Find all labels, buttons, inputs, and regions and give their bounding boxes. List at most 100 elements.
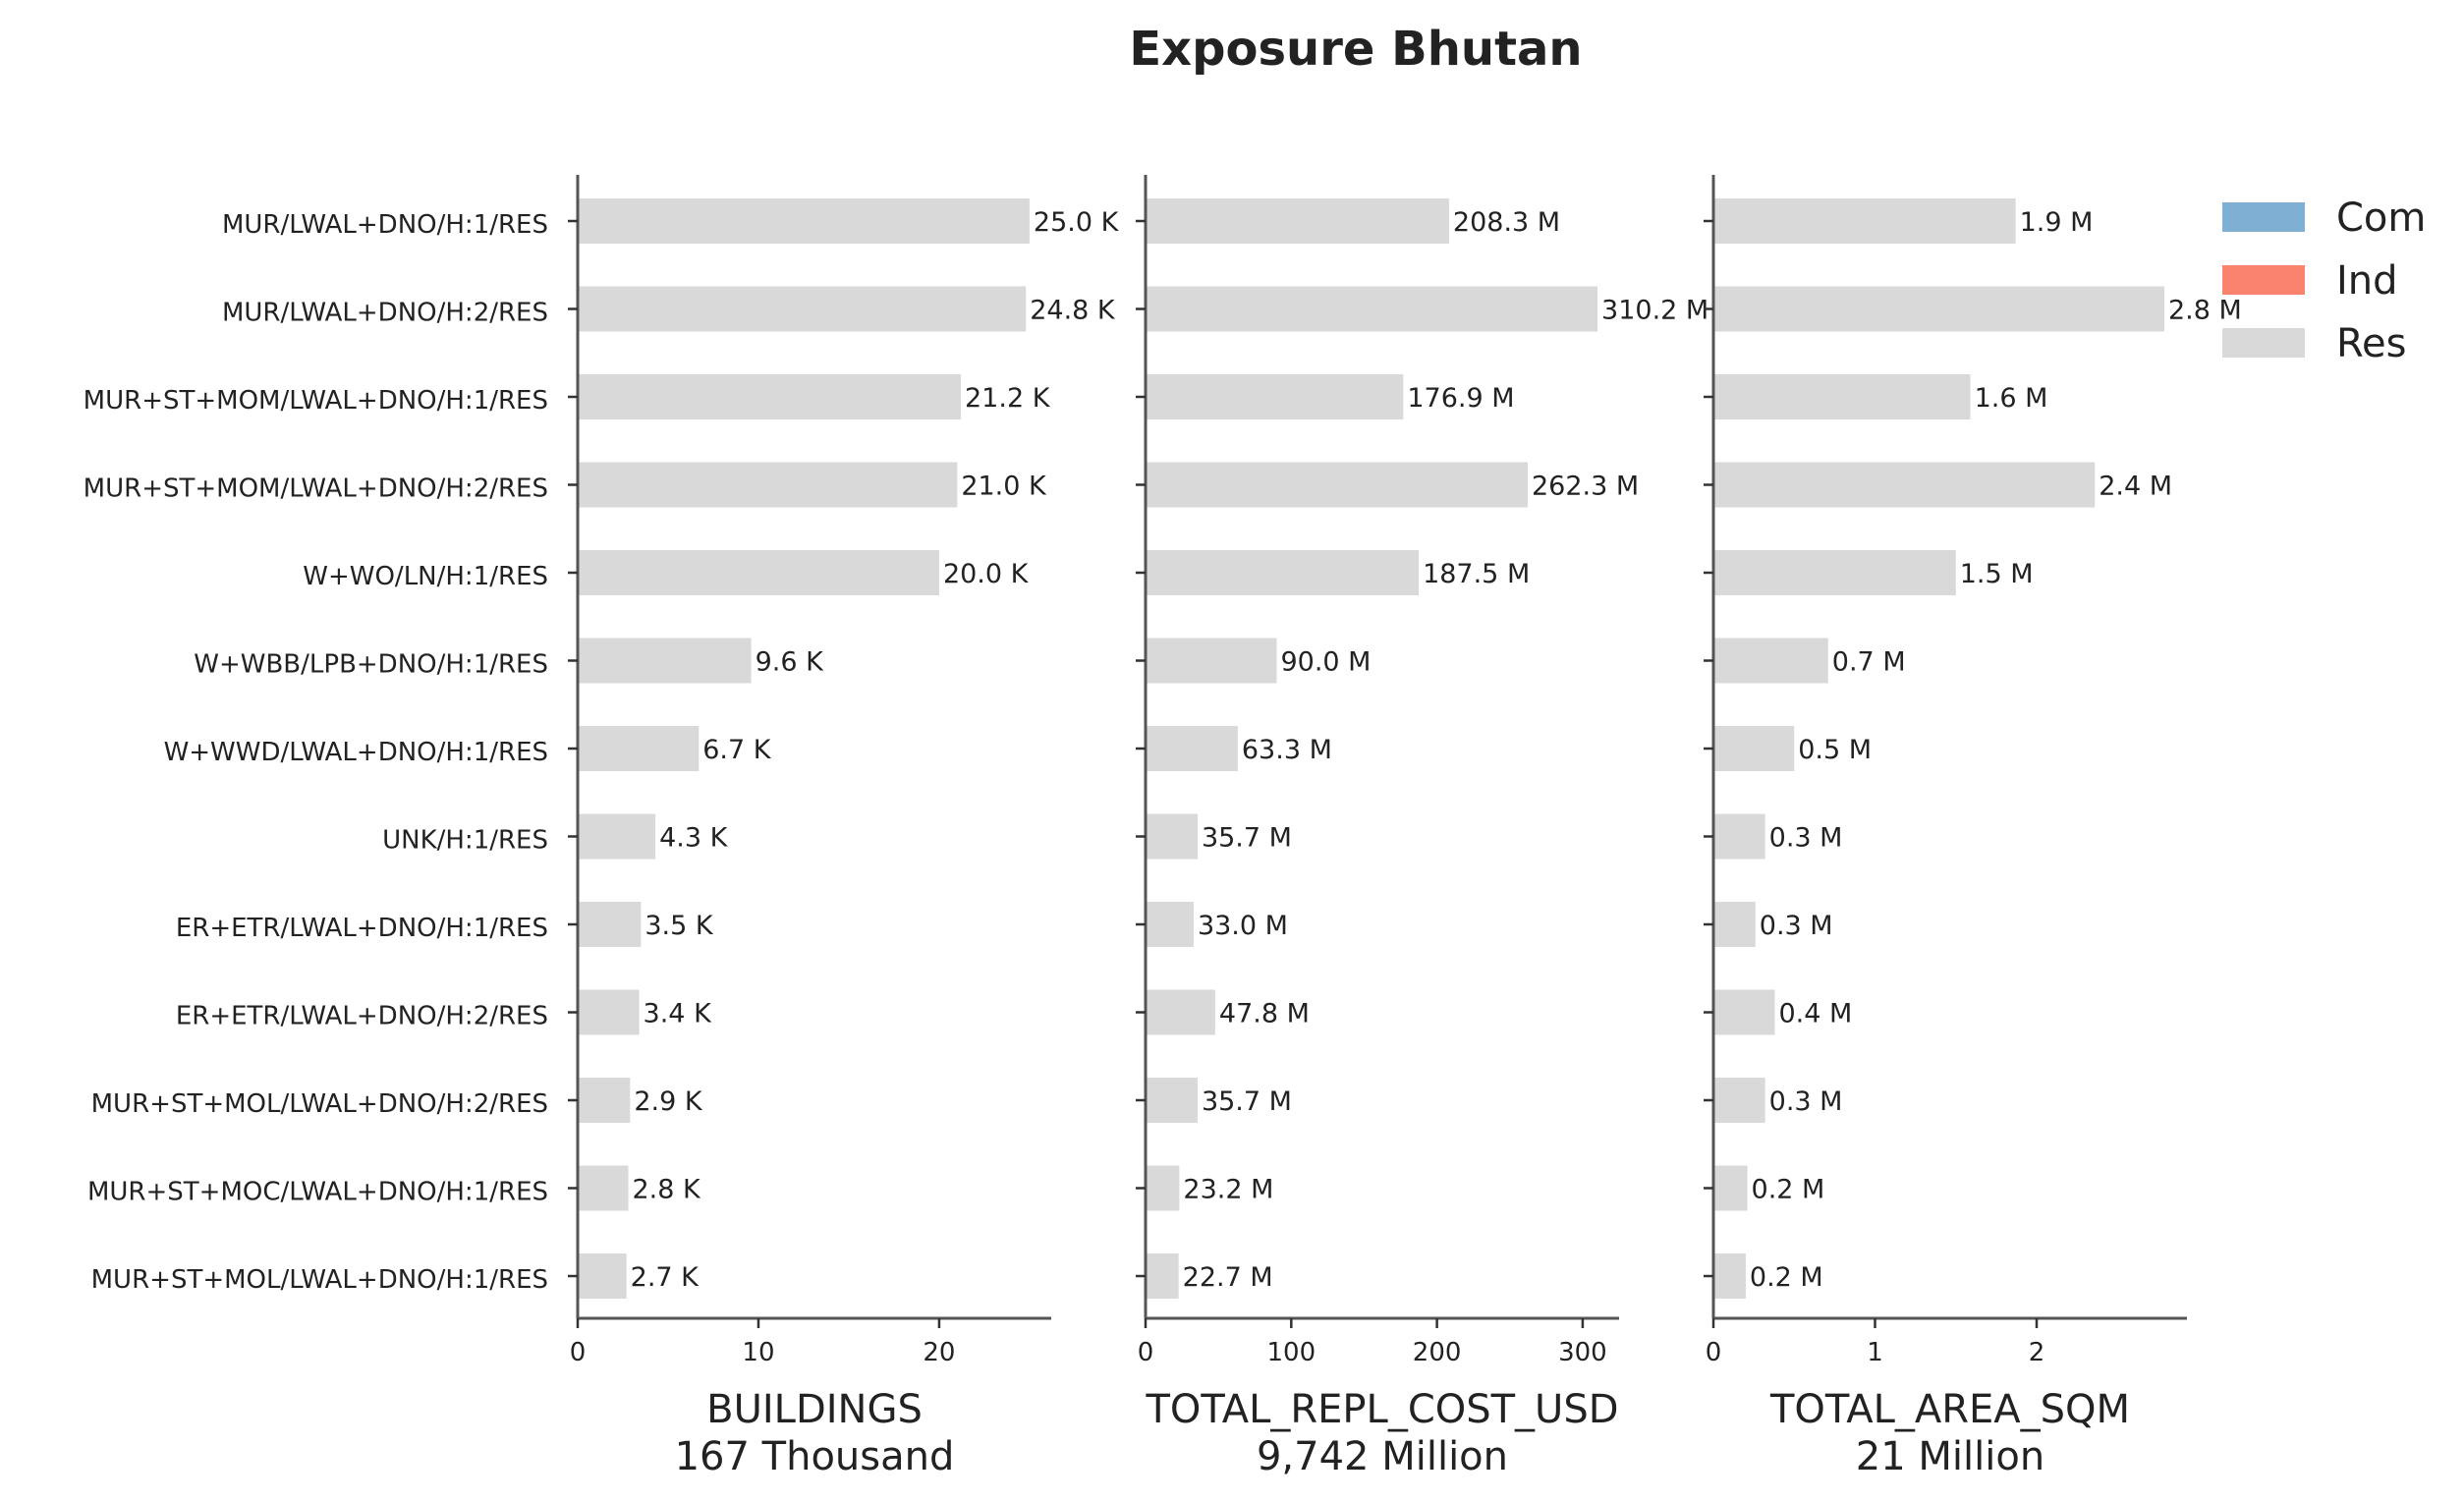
data-label: 0.3 M xyxy=(1769,1086,1843,1117)
data-label: 23.2 M xyxy=(1183,1175,1273,1205)
data-label: 0.7 M xyxy=(1832,647,1906,678)
bar xyxy=(1713,198,2016,244)
data-label: 2.8 M xyxy=(2168,296,2242,326)
data-label: 35.7 M xyxy=(1202,1086,1292,1117)
data-label: 1.5 M xyxy=(1960,559,2034,589)
bar xyxy=(578,550,939,595)
bar xyxy=(578,198,1030,244)
bar xyxy=(1146,198,1449,244)
data-label: 1.9 M xyxy=(2020,207,2094,238)
data-label: 208.3 M xyxy=(1453,207,1560,238)
x-axis-label: TOTAL_REPL_COST_USD xyxy=(1145,1387,1618,1432)
bar xyxy=(1146,1165,1180,1211)
category-label: MUR+ST+MOL/LWAL+DNO/H:1/RES xyxy=(91,1265,548,1295)
legend: Com Ind Res xyxy=(2222,195,2426,366)
data-label: 0.2 M xyxy=(1750,1262,1823,1293)
bar xyxy=(1713,902,1756,947)
bar xyxy=(578,726,700,771)
bar xyxy=(1713,1165,1748,1211)
bar xyxy=(578,989,640,1035)
bar xyxy=(1713,1078,1765,1123)
data-label: 21.0 K xyxy=(961,472,1047,502)
bar xyxy=(1146,902,1194,947)
data-label: 0.3 M xyxy=(1760,911,1833,941)
data-label: 262.3 M xyxy=(1532,472,1639,502)
data-label: 310.2 M xyxy=(1601,296,1708,326)
data-label: 176.9 M xyxy=(1407,383,1514,414)
bar xyxy=(1146,1253,1179,1299)
x-tick-label: 0 xyxy=(570,1338,587,1367)
bar xyxy=(578,813,656,860)
data-label: 33.0 M xyxy=(1198,911,1288,941)
data-label: 20.0 K xyxy=(943,559,1030,589)
data-label: 24.8 K xyxy=(1030,296,1116,326)
data-label: 2.7 K xyxy=(631,1262,700,1293)
bar xyxy=(1146,462,1529,508)
category-label: ER+ETR/LWAL+DNO/H:2/RES xyxy=(176,1002,548,1031)
data-label: 21.2 K xyxy=(965,383,1051,414)
x-tick-label: 1 xyxy=(1867,1338,1883,1367)
data-label: 187.5 M xyxy=(1423,559,1530,589)
legend-label: Com xyxy=(2336,195,2426,241)
legend-label: Ind xyxy=(2336,258,2398,304)
panel-3: 1.9 M 2.8 M 1.6 M 2.4 M 1.5 M 0.7 M 0.5 M 0.3 M… xyxy=(1704,175,2242,1479)
bar xyxy=(578,286,1027,332)
x-axis-label: BUILDINGS xyxy=(706,1387,923,1432)
bar xyxy=(578,374,962,419)
bar xyxy=(1146,286,1598,332)
bar xyxy=(1146,813,1198,860)
legend-swatch xyxy=(2222,265,2305,295)
x-tick-label: 2 xyxy=(2029,1338,2045,1367)
bar xyxy=(1713,638,1828,684)
legend-label: Res xyxy=(2336,321,2406,366)
x-axis-total: 167 Thousand xyxy=(675,1434,955,1479)
category-label: W+WBB/LPB+DNO/H:1/RES xyxy=(194,650,548,680)
bar xyxy=(1713,462,2096,508)
category-label: ER+ETR/LWAL+DNO/H:1/RES xyxy=(176,914,548,943)
data-label: 63.3 M xyxy=(1242,735,1332,765)
bar xyxy=(578,462,958,508)
data-label: 3.4 K xyxy=(644,999,713,1029)
chart-panels: 25.0 K 24.8 K 21.2 K 21.0 K 20.0 K 9.6 K 6.7 K… xyxy=(84,175,2242,1479)
bar xyxy=(1713,726,1795,771)
bar xyxy=(578,638,752,684)
panel-2: 208.3 M 310.2 M 176.9 M 262.3 M 187.5 M 90.0 … xyxy=(1136,175,1708,1479)
bar xyxy=(1713,813,1765,860)
data-label: 2.9 K xyxy=(634,1086,703,1117)
data-label: 2.4 M xyxy=(2099,472,2172,502)
data-label: 2.8 K xyxy=(633,1175,702,1205)
category-label: MUR+ST+MOL/LWAL+DNO/H:2/RES xyxy=(91,1089,548,1119)
category-label: W+WWD/LWAL+DNO/H:1/RES xyxy=(164,738,548,767)
bar xyxy=(1713,374,1971,419)
x-axis-label: TOTAL_AREA_SQM xyxy=(1769,1387,2130,1432)
data-label: 0.2 M xyxy=(1752,1175,1825,1205)
x-tick-label: 0 xyxy=(1138,1338,1154,1367)
data-label: 1.6 M xyxy=(1975,383,2048,414)
data-label: 9.6 K xyxy=(756,647,825,678)
bar xyxy=(1146,374,1404,419)
bar xyxy=(1146,550,1420,595)
x-tick-label: 20 xyxy=(923,1338,955,1367)
data-label: 0.3 M xyxy=(1769,823,1843,854)
x-tick-label: 10 xyxy=(742,1338,774,1367)
bar xyxy=(1146,1078,1198,1123)
bar xyxy=(1146,726,1238,771)
data-label: 4.3 K xyxy=(659,823,729,854)
data-label: 90.0 M xyxy=(1280,647,1371,678)
bar xyxy=(578,1165,629,1211)
category-label: MUR+ST+MOC/LWAL+DNO/H:1/RES xyxy=(87,1178,548,1207)
panel-1: 25.0 K 24.8 K 21.2 K 21.0 K 20.0 K 9.6 K 6.7 K… xyxy=(84,175,1120,1479)
data-label: 0.4 M xyxy=(1779,999,1853,1029)
category-label: MUR/LWAL+DNO/H:1/RES xyxy=(222,210,548,240)
category-label: MUR+ST+MOM/LWAL+DNO/H:2/RES xyxy=(84,474,548,504)
x-axis-total: 9,742 Million xyxy=(1257,1434,1508,1479)
data-label: 0.5 M xyxy=(1798,735,1872,765)
data-label: 6.7 K xyxy=(702,735,772,765)
data-label: 22.7 M xyxy=(1183,1262,1273,1293)
bar xyxy=(578,1078,631,1123)
bar xyxy=(578,1253,627,1299)
bar xyxy=(578,902,642,947)
data-label: 3.5 K xyxy=(644,911,714,941)
data-label: 25.0 K xyxy=(1034,207,1120,238)
